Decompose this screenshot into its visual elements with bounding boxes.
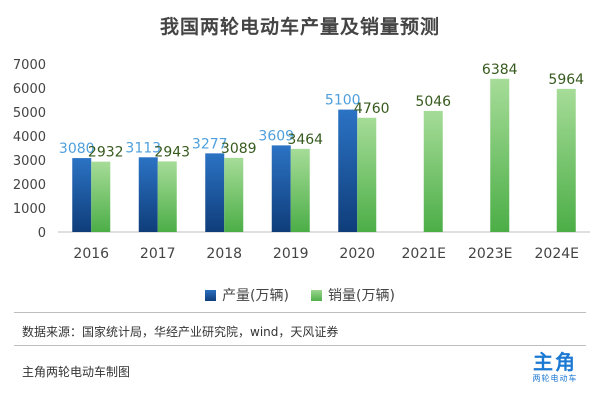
- logo-wordmark: 主角: [533, 350, 577, 374]
- data-label-sales: 5046: [415, 94, 451, 110]
- legend-item-production: 产量(万辆): [205, 285, 289, 305]
- data-label-production: 5100: [325, 93, 361, 109]
- data-label-production: 3113: [125, 140, 161, 156]
- legend-swatch-production: [205, 289, 217, 301]
- data-label-sales: 3464: [287, 132, 323, 148]
- y-tick-label: 3000: [13, 154, 46, 169]
- bar-sales: [290, 148, 310, 232]
- data-label-sales: 2943: [154, 144, 190, 160]
- x-tick-label: 2024E: [535, 246, 579, 262]
- legend-label-sales: 销量(万辆): [328, 288, 395, 304]
- data-label-sales: 4760: [354, 101, 390, 117]
- x-tick-label: 2023E: [468, 246, 512, 262]
- x-tick-label: 2019: [273, 246, 309, 262]
- y-tick-label: 6000: [13, 82, 46, 97]
- bar-sales: [423, 110, 443, 232]
- data-label-production: 3609: [258, 128, 294, 144]
- legend-label-production: 产量(万辆): [222, 288, 289, 304]
- brand-logo: 主角 两轮电动车: [520, 351, 590, 384]
- bar-production: [138, 157, 158, 232]
- bar-production: [72, 158, 92, 232]
- data-label-production: 3080: [59, 141, 95, 157]
- bar-production: [271, 145, 291, 232]
- x-tick-label: 2016: [73, 246, 109, 262]
- source-note: 数据来源：国家统计局，华经产业研究院，wind，天风证券: [22, 325, 339, 339]
- legend: 产量(万辆) 销量(万辆): [0, 285, 600, 305]
- data-label-sales: 5964: [548, 72, 584, 88]
- bar-sales: [224, 157, 244, 232]
- footer-credit: 主角两轮电动车制图: [22, 365, 131, 379]
- logo-subtitle: 两轮电动车: [532, 374, 578, 383]
- bar-production: [205, 153, 225, 232]
- x-axis: 2016 2017 2018 2019 2020 2021E 2023E 2024E: [73, 246, 579, 262]
- y-tick-label: 0: [38, 226, 46, 241]
- bar-production: [338, 109, 358, 232]
- data-label-sales: 6384: [482, 62, 518, 78]
- y-tick-label: 4000: [13, 130, 46, 145]
- bar-sales: [91, 161, 111, 232]
- chart-title: 我国两轮电动车产量及销量预测: [159, 16, 440, 38]
- y-axis: 0 1000 2000 3000 4000 5000 6000 7000: [13, 58, 46, 241]
- y-tick-label: 7000: [13, 58, 46, 73]
- bar-sales: [357, 117, 377, 232]
- bar-sales: [556, 88, 576, 232]
- x-tick-label: 2020: [339, 246, 375, 262]
- bar-sales: [490, 78, 510, 232]
- y-tick-label: 2000: [13, 178, 46, 193]
- data-label-production: 3277: [192, 136, 228, 152]
- bar-sales: [157, 161, 177, 232]
- legend-swatch-sales: [311, 289, 322, 301]
- divider-top: [14, 312, 586, 313]
- y-tick-label: 5000: [13, 106, 46, 121]
- x-tick-label: 2017: [140, 246, 176, 262]
- x-tick-label: 2018: [206, 246, 242, 262]
- legend-item-sales: 销量(万辆): [311, 285, 395, 305]
- x-tick-label: 2021E: [402, 246, 446, 262]
- data-label-sales: 3089: [221, 141, 257, 157]
- y-tick-label: 1000: [13, 202, 46, 217]
- divider-bottom: [14, 345, 586, 346]
- data-label-sales: 2932: [88, 145, 124, 161]
